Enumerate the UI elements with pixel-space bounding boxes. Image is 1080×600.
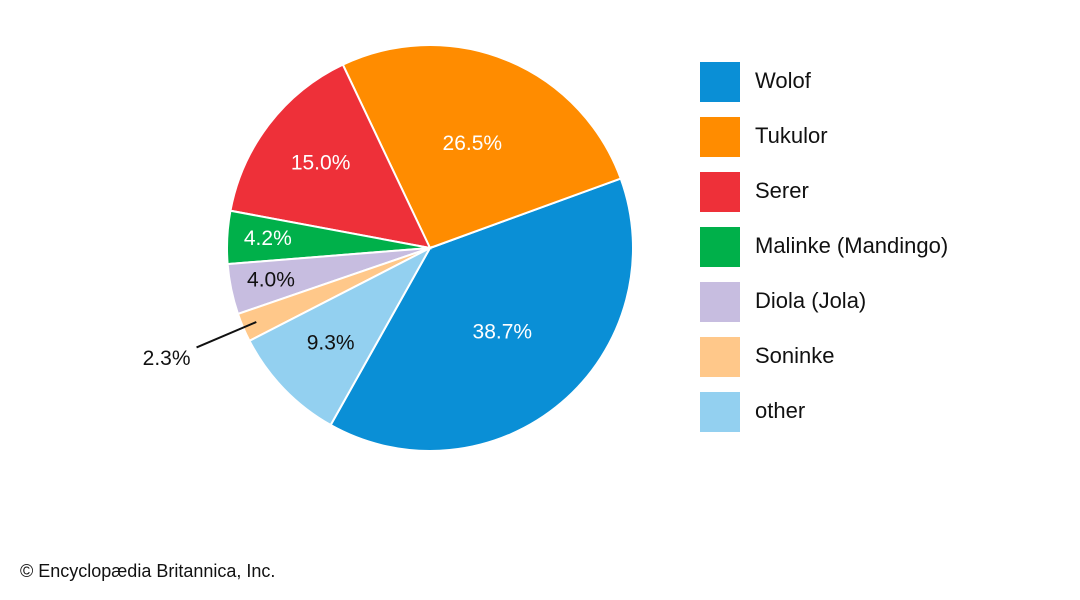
credit: © Encyclopædia Britannica, Inc. xyxy=(20,561,275,581)
data-label: 4.2% xyxy=(244,227,292,250)
legend-swatch xyxy=(700,337,740,377)
legend-label: Wolof xyxy=(755,68,812,93)
legend-label: Tukulor xyxy=(755,123,828,148)
legend-swatch xyxy=(700,282,740,322)
legend-label: Serer xyxy=(755,178,809,203)
data-label: 38.7% xyxy=(473,321,533,344)
legend-swatch xyxy=(700,392,740,432)
data-label: 9.3% xyxy=(307,331,355,354)
data-label: 15.0% xyxy=(291,151,351,174)
data-label: 26.5% xyxy=(443,132,503,155)
data-label: 4.0% xyxy=(247,269,295,292)
leader-line xyxy=(196,321,257,349)
legend-swatch xyxy=(700,62,740,102)
pie-slice xyxy=(329,177,634,452)
pie-slice xyxy=(341,44,623,250)
data-label: 2.3% xyxy=(143,347,191,370)
pie-slice xyxy=(248,245,433,427)
legend-label: other xyxy=(755,398,805,423)
pie-slice xyxy=(229,63,432,250)
legend-swatch xyxy=(700,172,740,212)
legend-label: Soninke xyxy=(755,343,835,368)
legend-label: Diola (Jola) xyxy=(755,288,866,313)
legend-swatch xyxy=(700,117,740,157)
legend-swatch xyxy=(700,227,740,267)
legend-label: Malinke (Mandingo) xyxy=(755,233,948,258)
